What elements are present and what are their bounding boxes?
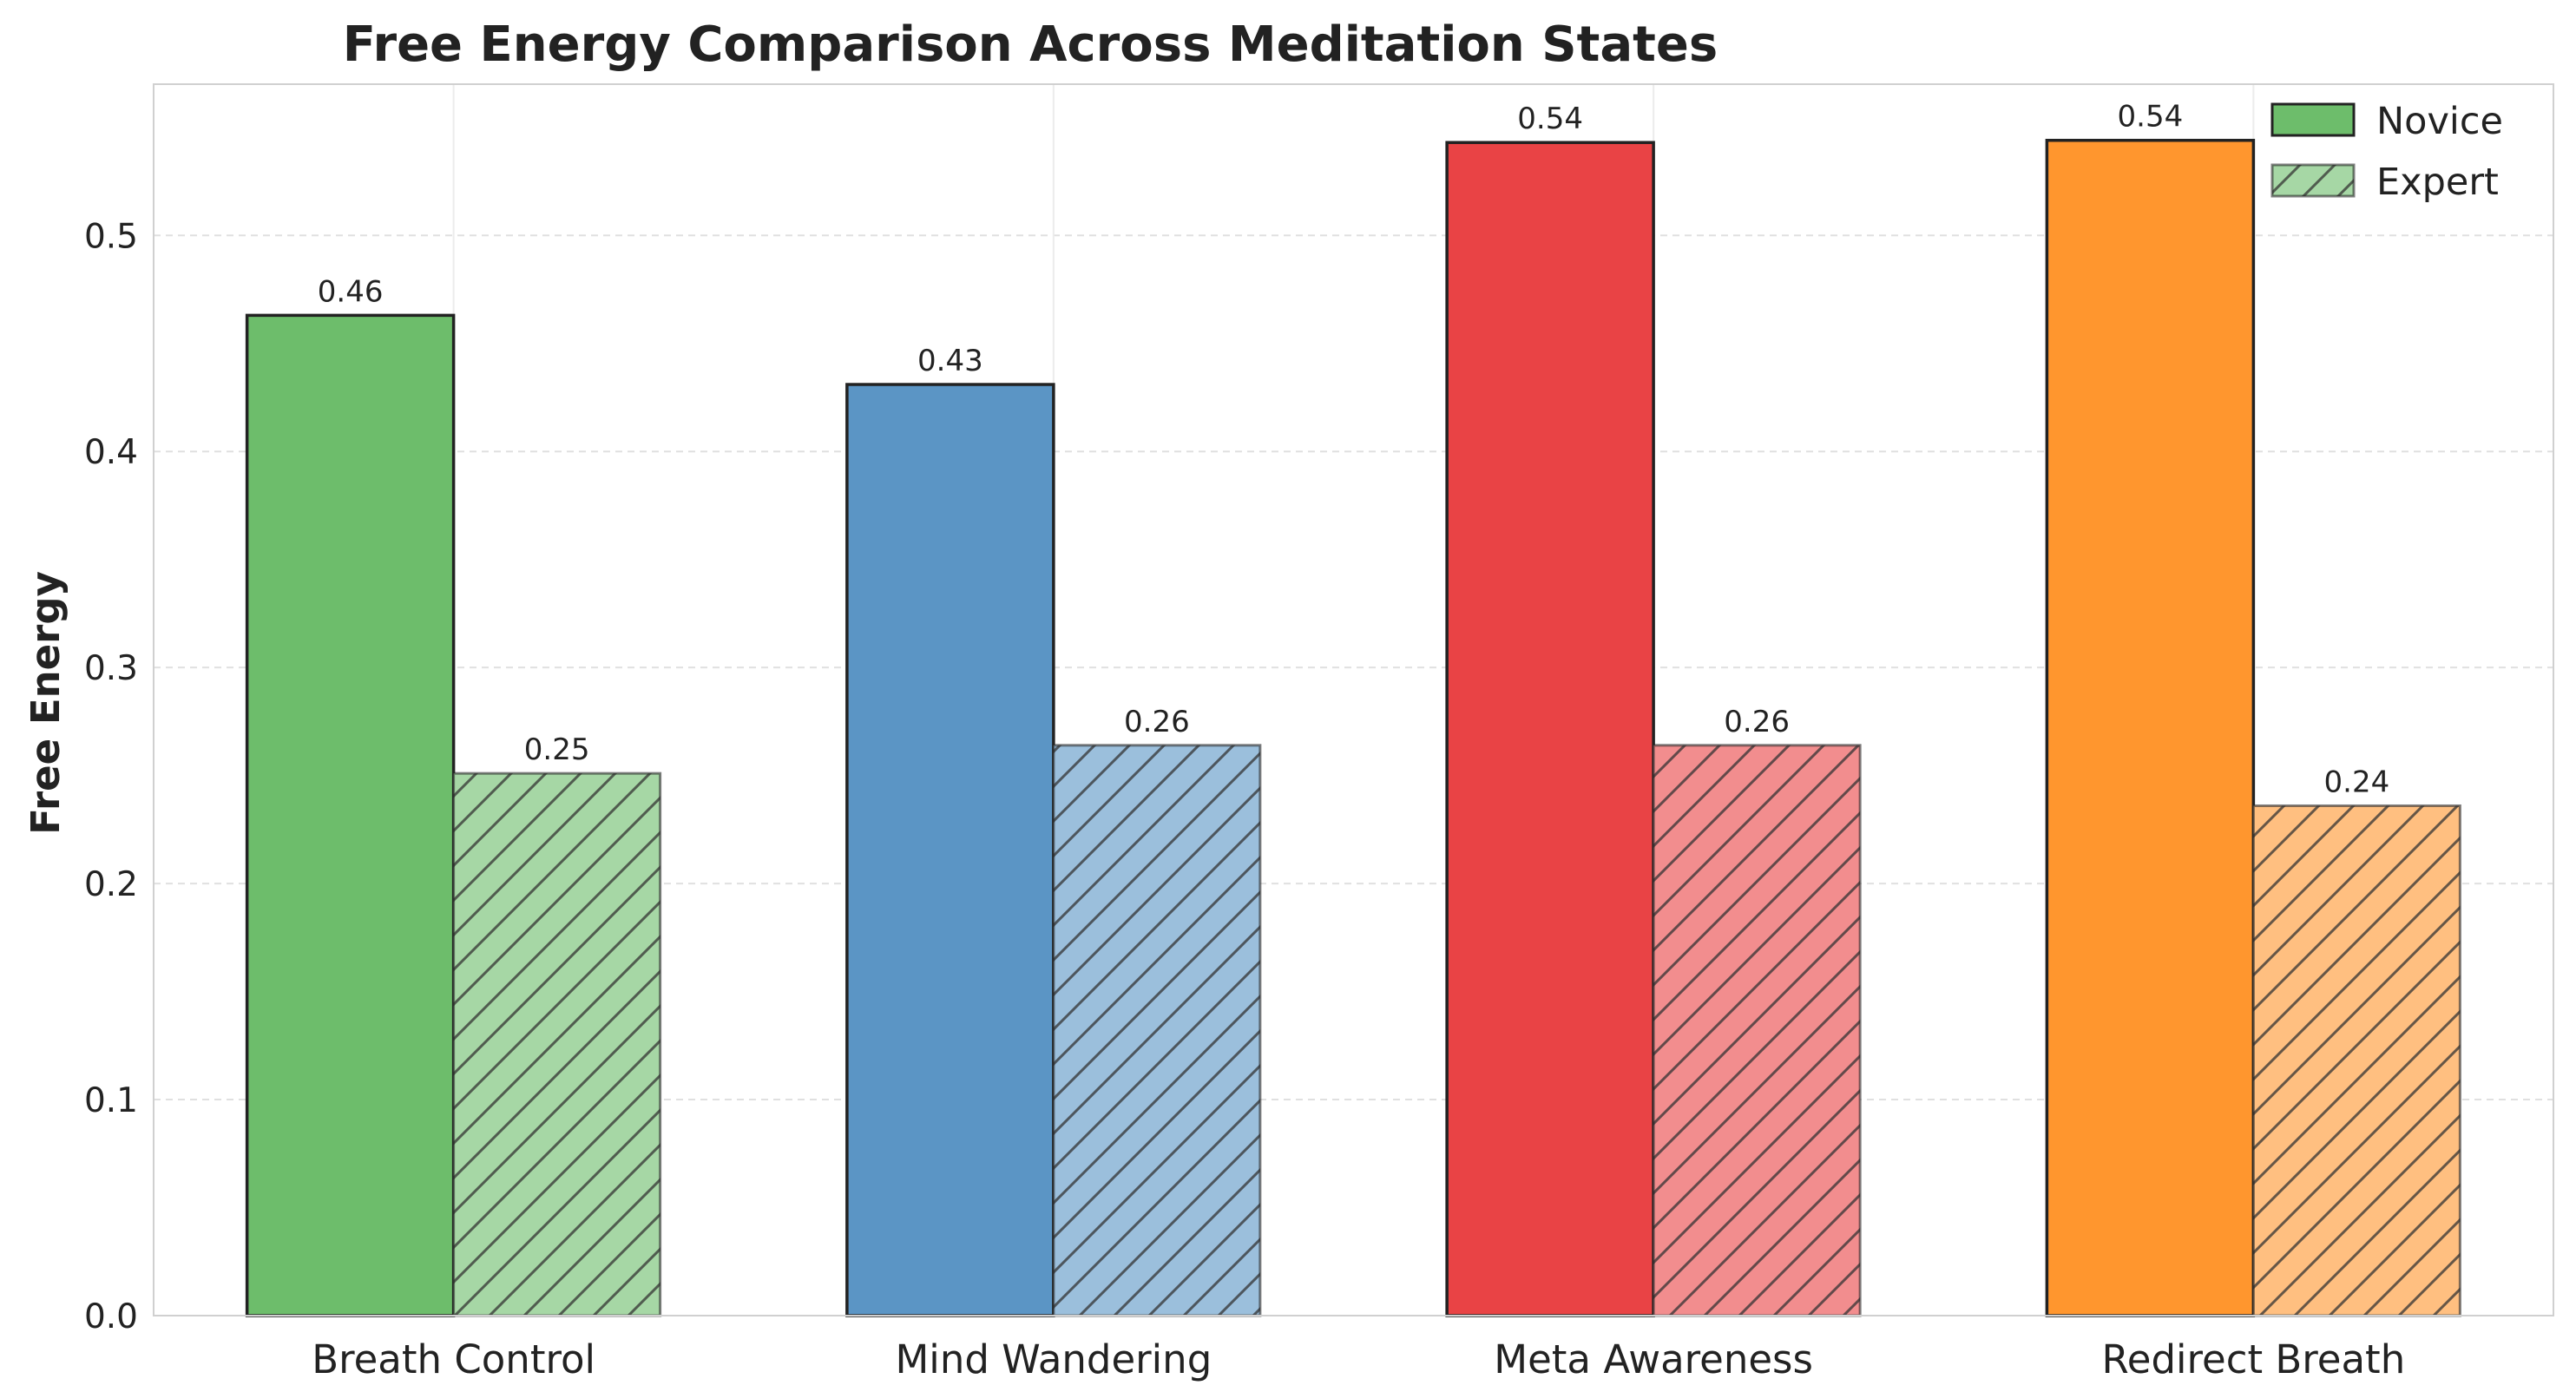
legend-swatch-novice xyxy=(2270,102,2356,137)
data-label: 0.43 xyxy=(917,344,983,378)
data-label: 0.54 xyxy=(2118,100,2184,135)
data-label: 0.25 xyxy=(524,732,590,767)
y-axis-label: Free Energy xyxy=(23,571,69,835)
y-tick-label: 0.3 xyxy=(84,649,138,688)
bar-novice-4 xyxy=(2045,138,2256,1317)
data-label: 0.26 xyxy=(1724,705,1790,739)
data-labels: 0.46 0.25 0.43 0.26 0.54 0.26 0.54 0.24 xyxy=(318,100,2389,800)
y-tick-label: 0.0 xyxy=(84,1297,138,1336)
bar-expert-1 xyxy=(452,772,662,1317)
bar-expert-4 xyxy=(2251,804,2461,1317)
bar-expert-3 xyxy=(1652,744,1862,1317)
legend-swatch-expert xyxy=(2270,163,2356,198)
plot-frame xyxy=(153,83,2554,1316)
chart-title: Free Energy Comparison Across Meditation… xyxy=(343,16,1718,73)
legend-label: Novice xyxy=(2376,100,2503,143)
y-tick-label: 0.5 xyxy=(84,217,138,256)
x-tick-label: Redirect Breath xyxy=(2102,1336,2406,1382)
x-tick-label: Breath Control xyxy=(312,1336,595,1382)
bar-novice-3 xyxy=(1445,141,1655,1317)
legend-label: Expert xyxy=(2376,161,2499,204)
data-label: 0.54 xyxy=(1517,102,1583,136)
legend: Novice Expert xyxy=(2270,100,2503,204)
data-label: 0.46 xyxy=(318,274,384,309)
x-tick-label: Meta Awareness xyxy=(1494,1336,1813,1382)
bar-novice-1 xyxy=(245,313,456,1317)
y-tick-label: 0.4 xyxy=(84,433,138,472)
y-tick-label: 0.2 xyxy=(84,865,138,904)
data-label: 0.26 xyxy=(1124,705,1190,739)
bars xyxy=(245,138,2461,1317)
bar-expert-2 xyxy=(1052,744,1262,1317)
x-tick-label: Mind Wandering xyxy=(895,1336,1212,1382)
bar-novice-2 xyxy=(845,383,1055,1317)
axes: 0.0 0.1 0.2 0.3 0.4 0.5 Breath Control Mind Wan… xyxy=(84,83,2554,1382)
data-label: 0.24 xyxy=(2324,765,2390,799)
y-tick-label: 0.1 xyxy=(84,1081,138,1120)
